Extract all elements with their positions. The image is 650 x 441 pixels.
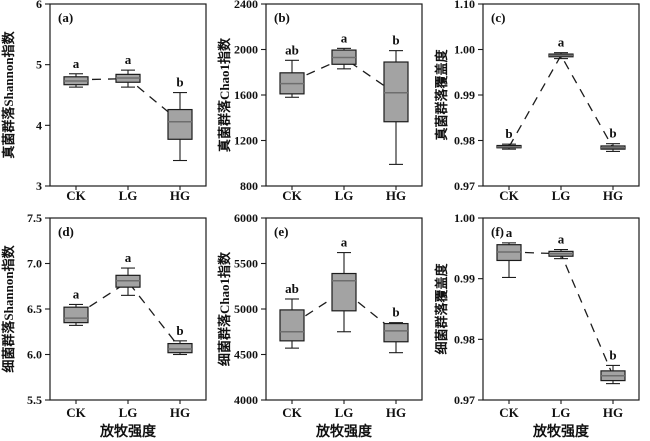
svg-text:(c): (c) [491, 10, 505, 25]
svg-text:CK: CK [66, 188, 86, 203]
svg-text:0.97: 0.97 [454, 393, 475, 407]
panel-c: 真菌群落覆盖度0.970.980.991.001.10CKLGHGbab(c)真… [433, 0, 650, 212]
svg-text:b: b [176, 75, 183, 90]
svg-text:3: 3 [36, 179, 42, 193]
svg-text:1.00: 1.00 [454, 43, 475, 57]
svg-text:HG: HG [603, 405, 623, 420]
svg-text:0.97: 0.97 [454, 179, 475, 193]
svg-text:放牧强度: 放牧强度 [99, 423, 157, 440]
svg-text:1200: 1200 [234, 134, 258, 148]
svg-text:a: a [125, 52, 132, 67]
svg-text:ab: ab [285, 42, 299, 57]
svg-text:LG: LG [119, 405, 138, 420]
svg-text:HG: HG [386, 188, 406, 203]
svg-text:LG: LG [552, 188, 571, 203]
svg-text:CK: CK [282, 188, 302, 203]
svg-text:ab: ab [285, 281, 299, 296]
svg-text:4500: 4500 [234, 348, 258, 362]
svg-text:b: b [505, 126, 512, 141]
svg-text:HG: HG [386, 405, 406, 420]
svg-text:HG: HG [170, 405, 190, 420]
svg-text:真菌群落覆盖度: 真菌群落覆盖度 [434, 49, 449, 141]
svg-text:5000: 5000 [234, 302, 258, 316]
svg-text:真菌群落Shannon指数: 真菌群落Shannon指数 [1, 30, 16, 158]
svg-text:6.5: 6.5 [27, 302, 42, 316]
svg-text:b: b [392, 33, 399, 48]
svg-text:2000: 2000 [234, 43, 258, 57]
svg-text:(a): (a) [58, 10, 73, 25]
svg-text:4: 4 [36, 118, 42, 132]
svg-text:(f): (f) [491, 224, 504, 239]
panel-f: 细菌群落覆盖度0.970.980.991.00CKLGHGaab(f)细菌群落覆… [433, 212, 650, 441]
svg-text:CK: CK [282, 405, 302, 420]
svg-text:a: a [125, 250, 132, 265]
svg-text:LG: LG [335, 405, 354, 420]
svg-text:LG: LG [552, 405, 571, 420]
svg-text:a: a [73, 286, 80, 301]
svg-text:1600: 1600 [234, 88, 258, 102]
svg-text:5: 5 [36, 58, 42, 72]
svg-text:a: a [341, 30, 348, 45]
svg-text:放牧强度: 放牧强度 [532, 423, 590, 440]
svg-text:0.98: 0.98 [454, 134, 475, 148]
panel-a: 真菌群落Shannon指数3456CKLGHGaab(a)真菌群落Shannon… [0, 0, 216, 212]
svg-text:CK: CK [499, 188, 519, 203]
svg-text:(d): (d) [58, 224, 74, 239]
svg-text:5.5: 5.5 [27, 393, 42, 407]
svg-text:1.10: 1.10 [454, 0, 475, 11]
svg-text:细菌群落Shannon指数: 细菌群落Shannon指数 [1, 244, 16, 372]
svg-text:0.99: 0.99 [454, 272, 475, 286]
svg-text:LG: LG [335, 188, 354, 203]
svg-text:7.0: 7.0 [27, 257, 42, 271]
svg-text:HG: HG [170, 188, 190, 203]
svg-text:(b): (b) [274, 10, 290, 25]
svg-text:5500: 5500 [234, 257, 258, 271]
svg-text:7.5: 7.5 [27, 212, 42, 225]
panel-a-boxplot: 真菌群落Shannon指数3456CK LG HGa ab(a)真菌群落Shannon… [1, 0, 207, 203]
svg-text:LG: LG [119, 188, 138, 203]
svg-text:a: a [73, 56, 80, 71]
svg-text:细菌群落覆盖度: 细菌群落覆盖度 [434, 263, 449, 355]
svg-text:a: a [558, 35, 565, 50]
svg-text:b: b [392, 305, 399, 320]
svg-text:1.00: 1.00 [454, 212, 475, 225]
panel-d-boxplot: 细菌群落Shannon指数 5.5 6.0 6.5 7.0 7.5 CK LG HG a a b (d)… [1, 212, 207, 440]
svg-text:细菌群落Chao1指数: 细菌群落Chao1指数 [217, 251, 232, 366]
svg-text:0.98: 0.98 [454, 332, 475, 346]
svg-text:(e): (e) [274, 224, 288, 239]
svg-text:真菌群落Chao1指数: 真菌群落Chao1指数 [217, 37, 232, 152]
svg-text:6: 6 [36, 0, 42, 11]
svg-text:a: a [558, 232, 565, 247]
svg-text:b: b [609, 347, 616, 362]
panel-d: 细菌群落Shannon指数 5.5 6.0 6.5 7.0 7.5 CK LG HG a a b (d)… [0, 212, 216, 441]
svg-text:放牧强度: 放牧强度 [315, 423, 373, 440]
svg-text:b: b [609, 126, 616, 141]
svg-text:800: 800 [240, 179, 258, 193]
panel-e: 细菌群落Chao1指数40004500500055006000CKLGHGaba… [216, 212, 433, 441]
svg-text:6.0: 6.0 [27, 348, 42, 362]
svg-text:a: a [341, 235, 348, 250]
svg-text:4000: 4000 [234, 393, 258, 407]
svg-text:CK: CK [66, 405, 86, 420]
svg-text:a: a [506, 225, 513, 240]
panel-b: 真菌群落Chao1指数8001200160020002400CKLGHGabab… [216, 0, 433, 212]
svg-text:HG: HG [603, 188, 623, 203]
svg-text:CK: CK [499, 405, 519, 420]
svg-text:2400: 2400 [234, 0, 258, 11]
svg-text:0.99: 0.99 [454, 88, 475, 102]
svg-text:b: b [176, 323, 183, 338]
panel-e-boxplot: 细菌群落Chao1指数40004500500055006000CK LG HGaba… [217, 212, 423, 440]
svg-text:6000: 6000 [234, 212, 258, 225]
